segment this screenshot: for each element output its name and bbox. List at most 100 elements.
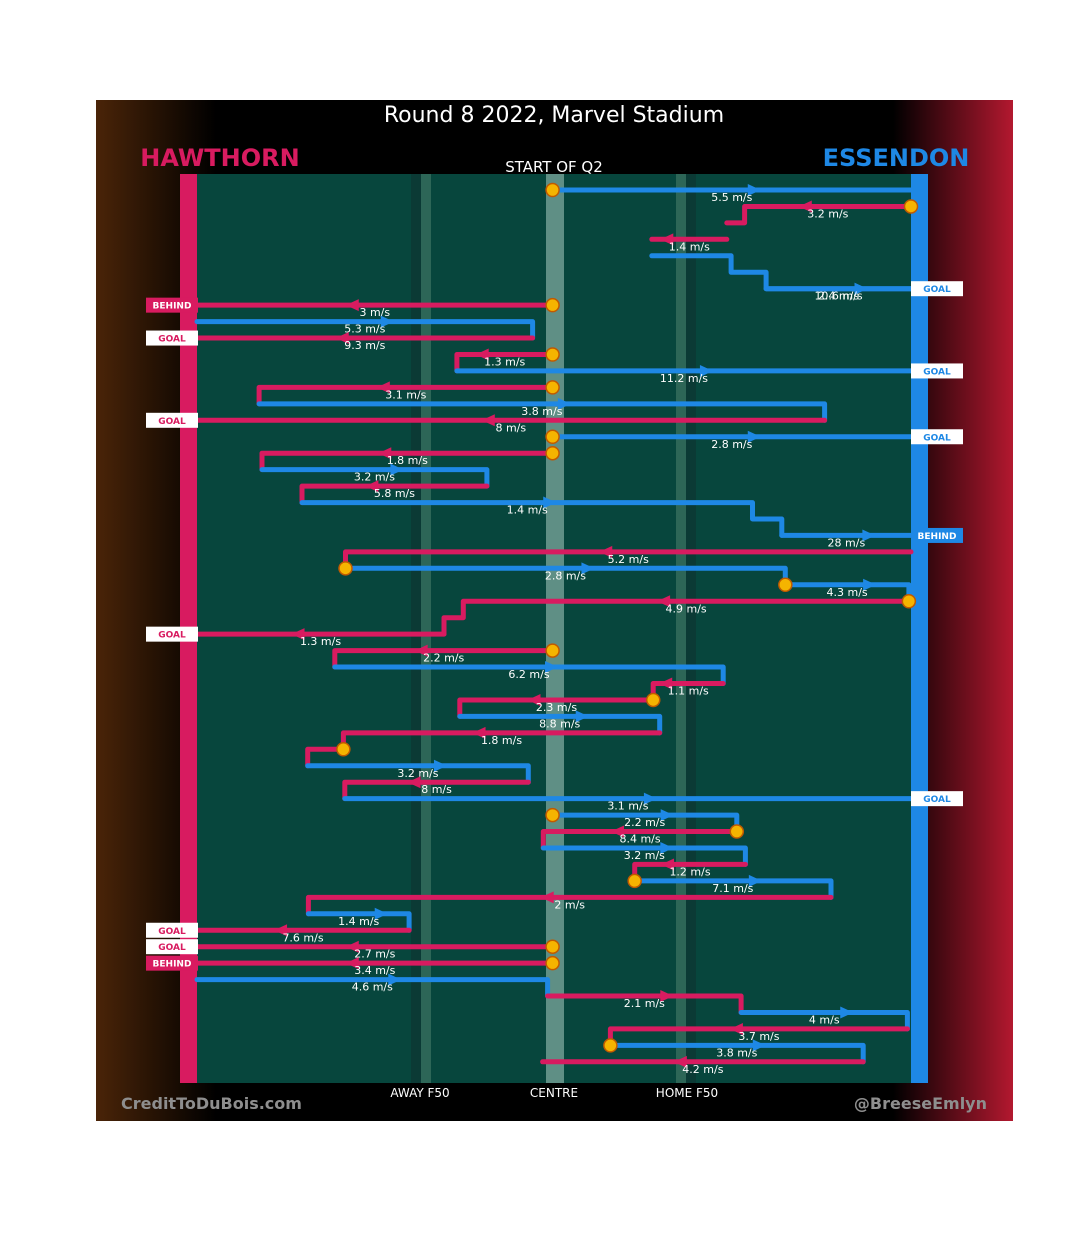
chain-path — [194, 977, 551, 999]
speed-label: 2.7 m/s — [354, 948, 395, 961]
chain-arrow — [390, 463, 404, 476]
result-label: GOAL — [923, 433, 951, 443]
chain-arrow — [472, 726, 486, 739]
chain-arrow — [599, 545, 613, 558]
result-label: GOAL — [923, 367, 951, 377]
chain-arrow — [862, 529, 876, 542]
chain-path — [457, 713, 663, 736]
speed-label: 4.9 m/s — [666, 602, 707, 615]
home-team-label: HAWTHORN — [140, 144, 299, 172]
speed-label: 2.4 m/s — [818, 290, 859, 303]
chain-start-marker — [545, 955, 560, 971]
chain-start-marker — [545, 807, 560, 823]
result-badge — [146, 955, 198, 971]
chain-path — [305, 746, 346, 769]
chart-title: Round 8 2022, Marvel Stadium — [384, 103, 724, 128]
chain-start-marker — [903, 199, 919, 214]
chain-path — [457, 697, 656, 719]
period-label: START OF Q2 — [505, 158, 603, 176]
result-label: GOAL — [158, 927, 186, 937]
chain-path — [632, 878, 834, 900]
chain-start-marker — [545, 429, 560, 444]
speed-label: 3.1 m/s — [607, 800, 648, 813]
chain-path — [256, 384, 556, 407]
chain-arrow — [345, 940, 359, 953]
speed-label: 3.1 m/s — [385, 388, 426, 401]
speed-label: 2.2 m/s — [624, 816, 665, 829]
chains-layer: 5.5 m/s 3.2 m/s 1.4 m/s 2.4 m/s10.6 m/s 3 m/… — [194, 184, 914, 1076]
chain-arrow — [376, 381, 390, 394]
chain-path — [441, 598, 912, 637]
chain-arrow — [660, 233, 674, 246]
chain-start-marker — [545, 297, 560, 313]
speed-label: 2.1 m/s — [624, 997, 665, 1010]
chain-start-marker — [901, 594, 917, 609]
speed-label: 1.1 m/s — [668, 685, 709, 698]
chain-arrow — [388, 973, 402, 986]
chain-path — [724, 204, 914, 226]
chain-path — [738, 1010, 910, 1032]
x-tick-away-f50: AWAY F50 — [390, 1086, 449, 1100]
speed-label: 5.8 m/s — [374, 487, 415, 500]
chain-arrow — [433, 759, 447, 772]
result-label: BEHIND — [153, 302, 192, 312]
result-badge — [146, 297, 198, 313]
chain-arrow — [748, 874, 762, 887]
result-badge — [146, 330, 198, 346]
chain-start-marker — [545, 347, 560, 362]
speed-label: 1.3 m/s — [300, 635, 341, 648]
speed-label: 5.2 m/s — [608, 553, 649, 566]
chain-path — [332, 664, 726, 686]
chain-arrow — [540, 891, 554, 904]
speed-label: 6.2 m/s — [508, 668, 549, 681]
speed-label: 3.2 m/s — [624, 849, 665, 862]
chain-arrow — [481, 414, 495, 427]
chain-arrow — [661, 858, 675, 871]
speed-label: 2.8 m/s — [711, 438, 752, 451]
result-badge — [911, 791, 963, 807]
result-badge — [911, 363, 963, 379]
result-label: GOAL — [158, 335, 186, 345]
chain-path — [299, 483, 490, 506]
speed-label: 3.2 m/s — [397, 767, 438, 780]
chain-path — [305, 894, 834, 917]
chain-path — [540, 845, 748, 867]
chain-arrow — [378, 447, 392, 460]
speed-label: 3.4 m/s — [354, 964, 395, 977]
credit-left: CreditToDuBois.com — [121, 1094, 302, 1113]
speed-label: 1.3 m/s — [484, 356, 525, 369]
home-f50-line-inner — [676, 174, 686, 1083]
chain-chart-figure: Round 8 2022, Marvel Stadium HAWTHORN ES… — [96, 100, 1013, 1121]
speed-label: 3 m/s — [359, 306, 390, 319]
start-markers-layer — [336, 182, 919, 1053]
speed-label: 5.3 m/s — [344, 323, 385, 336]
essendon-goal-bar — [911, 174, 928, 1083]
speed-label: 4.2 m/s — [682, 1063, 723, 1076]
result-badge — [146, 939, 198, 955]
chain-path — [194, 319, 536, 341]
chain-path — [607, 1042, 866, 1065]
result-badge — [146, 412, 198, 428]
speed-label: 1.4 m/s — [669, 240, 710, 253]
chain-arrow — [274, 924, 288, 937]
result-label: GOAL — [158, 417, 186, 427]
chain-arrow — [557, 397, 571, 410]
chain-arrow — [475, 348, 489, 361]
chain-arrow — [863, 578, 877, 591]
speed-label: 8 m/s — [421, 783, 452, 796]
chain-arrow — [854, 282, 868, 295]
result-label: GOAL — [158, 943, 186, 953]
result-label: BEHIND — [153, 960, 192, 970]
chain-arrow — [747, 184, 761, 196]
chain-arrow — [291, 628, 305, 641]
speed-label: 9.3 m/s — [344, 339, 385, 352]
speed-label: 8.8 m/s — [539, 717, 580, 730]
chain-arrow — [660, 990, 674, 1003]
chain-arrow — [611, 825, 625, 838]
speed-label: 8.4 m/s — [619, 833, 660, 846]
chain-path — [540, 829, 740, 851]
credit-right: @BreeseEmlyn — [854, 1094, 987, 1113]
chain-start-marker — [545, 182, 560, 198]
speed-label: 7.1 m/s — [712, 882, 753, 895]
chain-start-marker — [545, 445, 560, 461]
